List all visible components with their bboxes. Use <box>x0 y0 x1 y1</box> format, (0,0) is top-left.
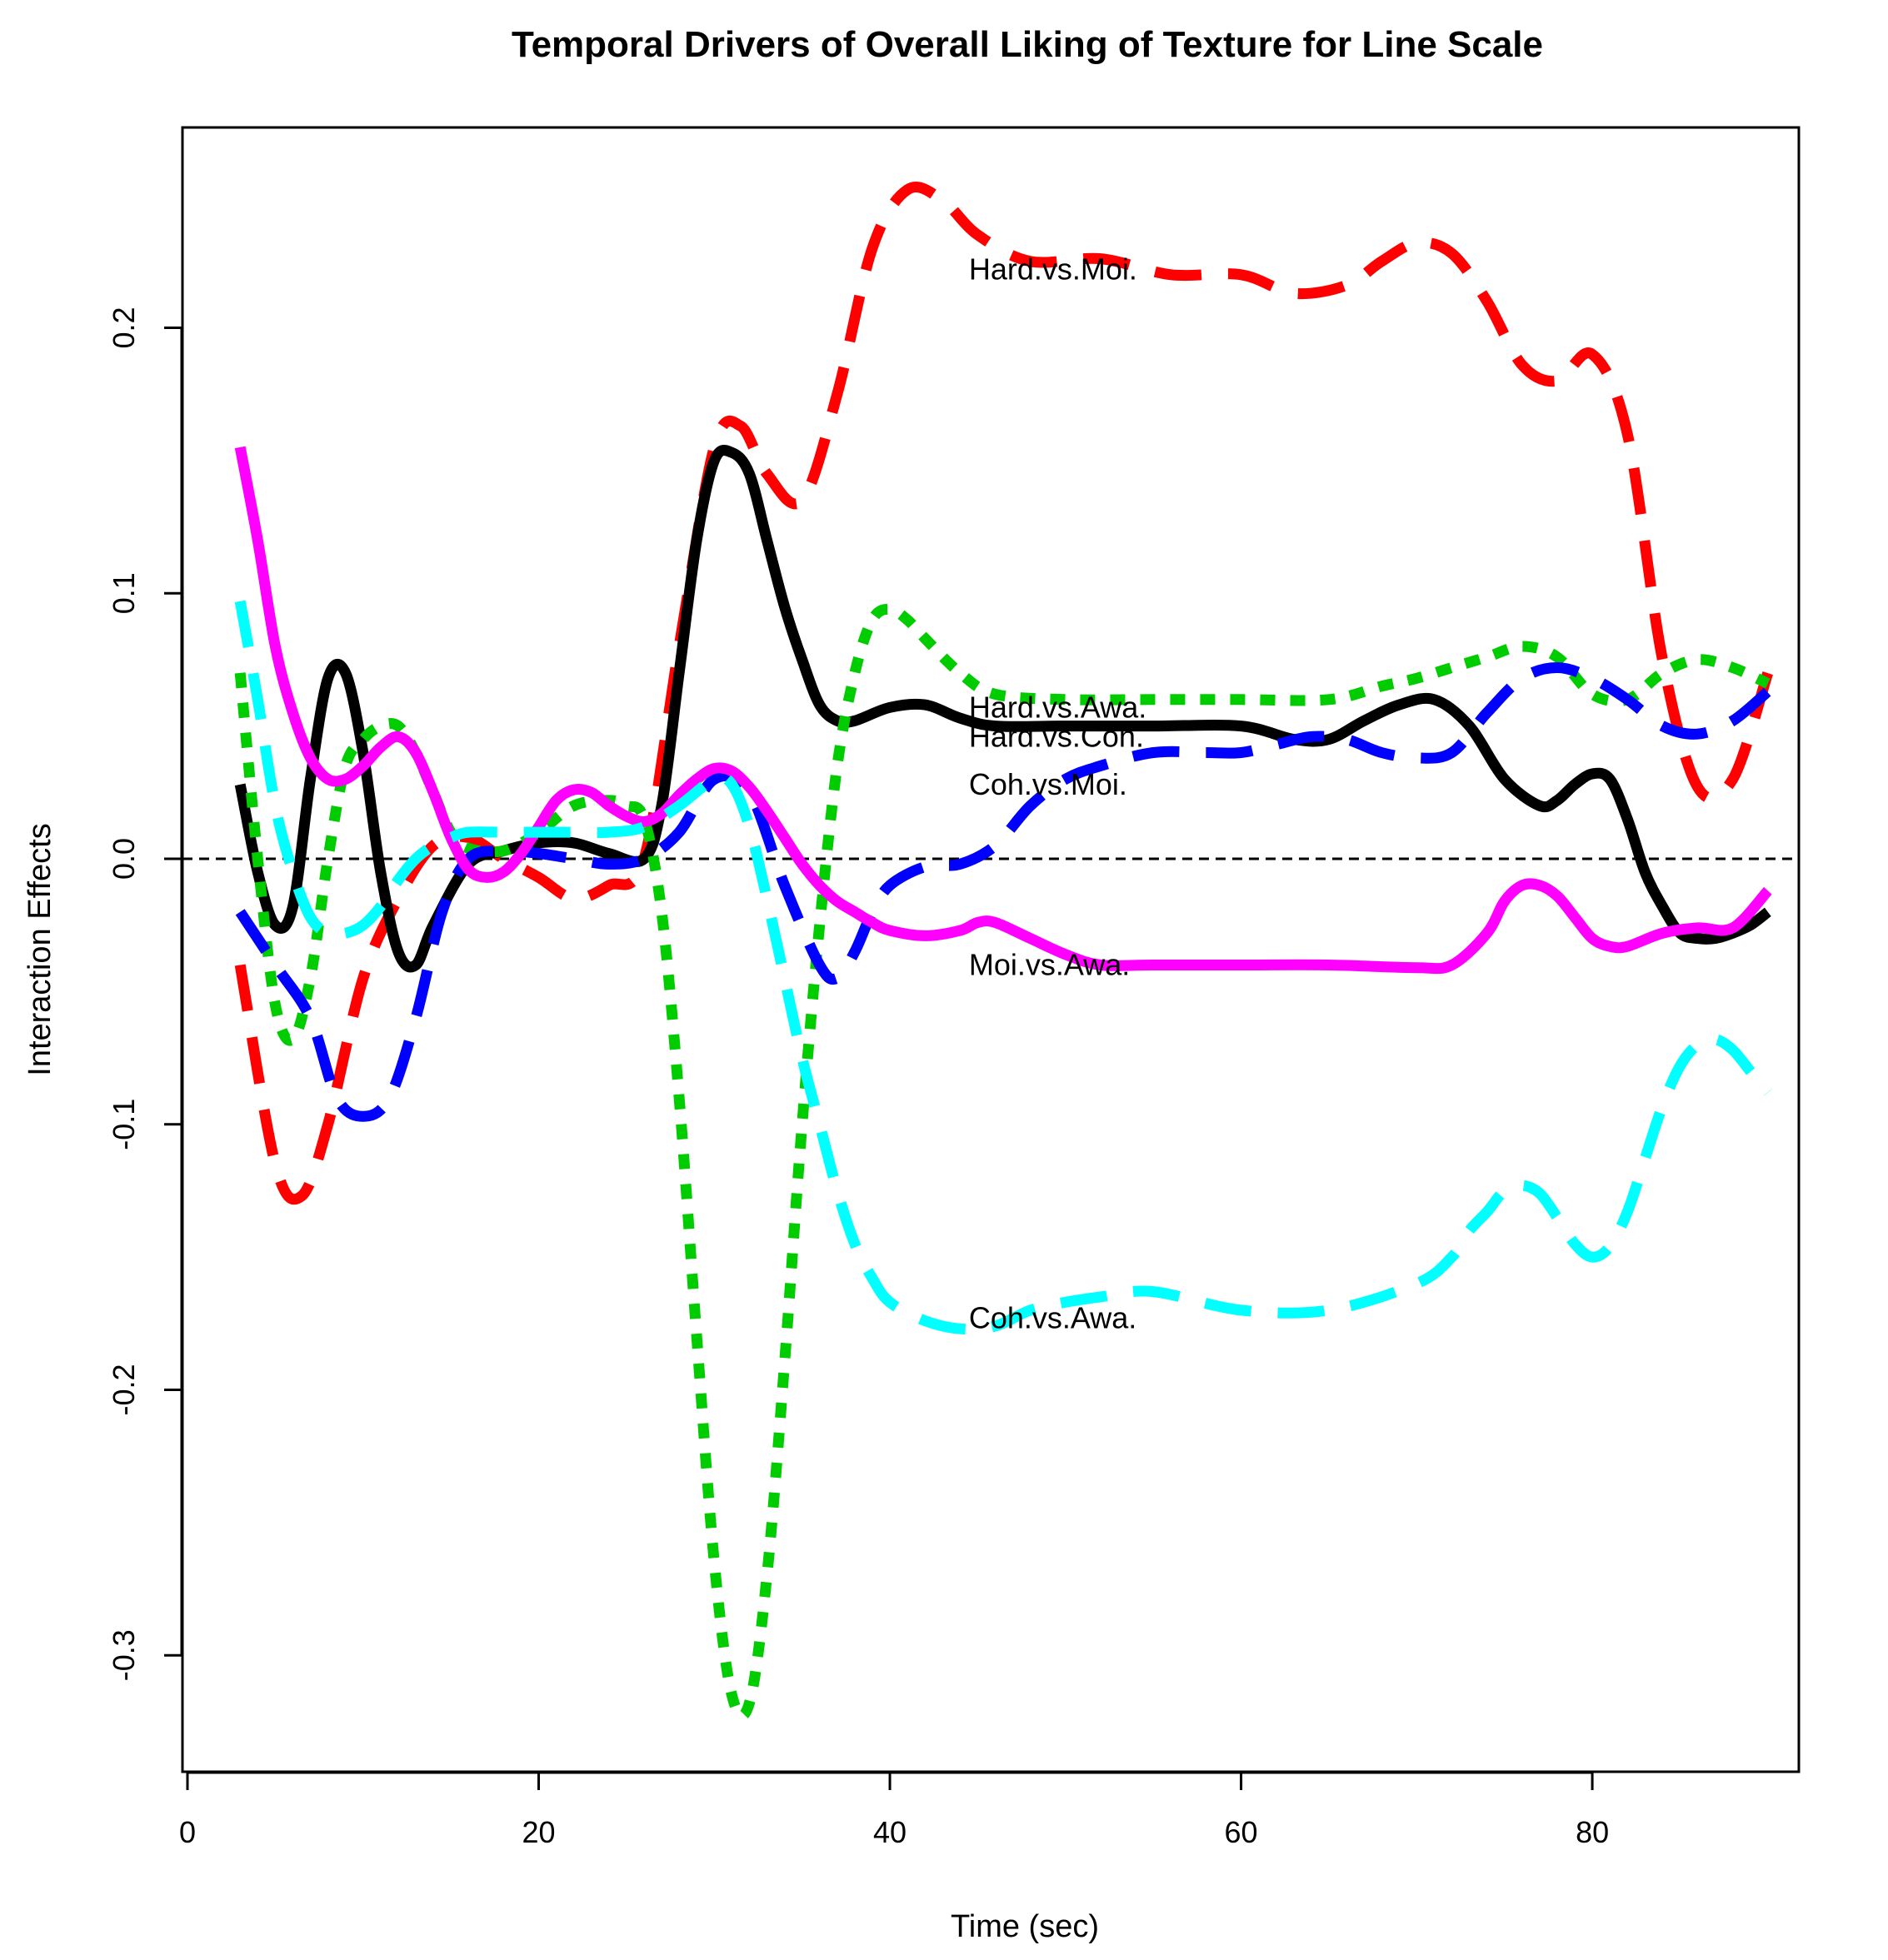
series-line-coh-vs-awa <box>234 600 1772 1335</box>
y-tick-label: 0.0 <box>107 838 141 880</box>
y-tick-label: 0.2 <box>107 307 141 348</box>
x-tick-label: 40 <box>873 1815 907 1849</box>
series-line-hard-vs-awa <box>234 445 1771 973</box>
y-tick-label: -0.1 <box>107 1099 141 1150</box>
y-tick-label: -0.3 <box>107 1629 141 1681</box>
series-label-layer: Hard.vs.Moi. Hard.vs.Awa.Hard.vs.Coh. Coh.… <box>969 252 1146 1334</box>
y-tick-label: -0.2 <box>107 1364 141 1415</box>
series-label-coh-vs-moi: Coh.vs.Moi. <box>969 767 1127 801</box>
x-tick-label: 20 <box>522 1815 555 1849</box>
chart-title: Temporal Drivers of Overall Liking of Te… <box>512 24 1543 65</box>
series-label-hard-vs-moi: Hard.vs.Moi. <box>969 252 1137 286</box>
x-tick-label: 80 <box>1576 1815 1609 1849</box>
y-axis-title: Interaction Effects <box>22 823 57 1075</box>
series-label-moi-vs-awa: Moi.vs.Awa. <box>969 948 1130 982</box>
y-axis: -0.3 -0.2 -0.1 0.0 0.1 0.2 <box>107 307 183 1681</box>
series-layer <box>234 182 1773 1722</box>
series-label-hard-vs-awa: Hard.vs.Awa. <box>969 690 1146 724</box>
x-tick-label: 0 <box>179 1815 196 1849</box>
series-line-hard-vs-coh <box>234 603 1771 1722</box>
series-line-coh-vs-moi <box>235 662 1772 1122</box>
series-line-moi-vs-awa <box>234 446 1772 975</box>
x-axis-title: Time (sec) <box>951 1909 1099 1944</box>
y-tick-label: 0.1 <box>107 572 141 614</box>
series-line-hard-vs-moi <box>234 182 1773 1205</box>
series-label-hard-vs-coh: Hard.vs.Coh. <box>969 719 1144 753</box>
x-tick-label: 60 <box>1225 1815 1258 1849</box>
series-label-coh-vs-awa: Coh.vs.Awa. <box>969 1300 1136 1334</box>
x-axis: 0 20 40 60 80 <box>179 1771 1609 1849</box>
